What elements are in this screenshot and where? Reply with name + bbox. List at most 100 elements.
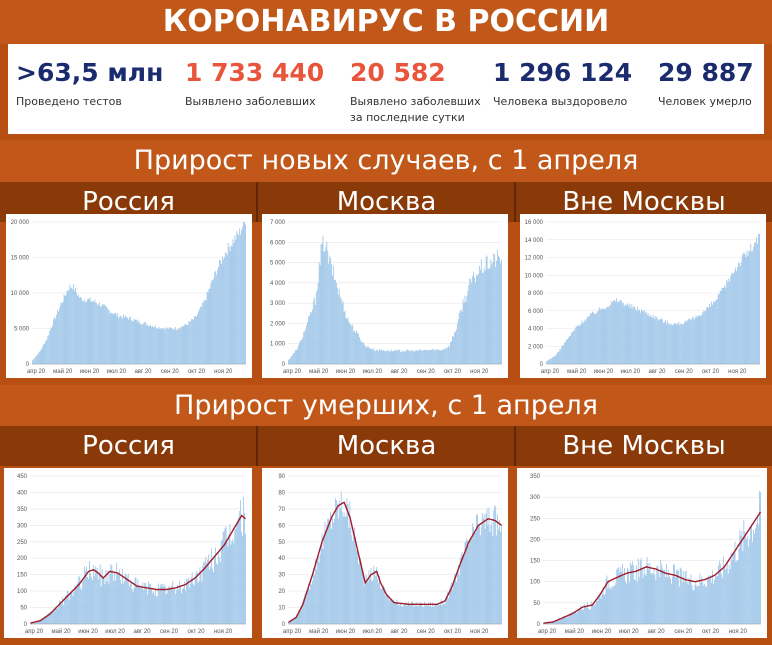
bar <box>746 250 748 364</box>
bar <box>589 315 590 364</box>
bar <box>201 302 203 364</box>
bar <box>328 263 330 364</box>
bar <box>209 288 211 364</box>
bar <box>546 360 548 364</box>
bar <box>212 568 213 624</box>
bar <box>554 355 556 364</box>
bar <box>353 331 355 364</box>
bar <box>51 613 53 624</box>
bar <box>580 605 581 624</box>
bar <box>637 558 639 624</box>
bar <box>451 340 452 364</box>
bar <box>350 527 352 624</box>
bar <box>170 587 172 624</box>
bar <box>71 589 73 624</box>
bar <box>40 349 42 364</box>
bar <box>566 616 568 624</box>
bar <box>664 322 665 364</box>
bar <box>377 350 379 364</box>
bar <box>342 516 344 624</box>
x-tick-label: авг 20 <box>648 629 666 635</box>
bar <box>658 320 660 364</box>
x-tick-label: май 20 <box>309 368 329 375</box>
bar <box>416 601 418 624</box>
bar <box>700 582 702 624</box>
bar <box>492 262 494 364</box>
bar <box>37 353 39 364</box>
bar <box>183 587 184 624</box>
bar <box>668 323 670 364</box>
bar <box>239 228 241 364</box>
bar <box>727 281 729 364</box>
bar <box>130 581 132 624</box>
bar <box>155 596 157 624</box>
bar <box>564 615 566 624</box>
bar <box>435 349 437 364</box>
bar <box>351 535 353 624</box>
bar <box>167 327 169 364</box>
bar <box>758 233 759 364</box>
bar <box>77 581 79 624</box>
bar <box>428 602 429 624</box>
bar <box>617 302 618 364</box>
bar <box>718 560 720 624</box>
y-tick-label: 80 <box>278 490 285 496</box>
x-tick-label: апр 20 <box>538 629 557 635</box>
bar <box>197 582 199 624</box>
bar <box>79 576 81 624</box>
bar <box>368 570 370 624</box>
bar <box>601 593 603 624</box>
bar <box>575 611 577 624</box>
x-tick-label: апр 20 <box>283 629 302 635</box>
bar <box>229 250 231 364</box>
bar <box>45 340 47 364</box>
bar <box>405 351 406 364</box>
bar <box>211 280 213 364</box>
bar <box>59 305 61 364</box>
bar <box>347 317 349 364</box>
bar <box>696 317 698 364</box>
bar <box>757 243 758 364</box>
bar <box>675 323 677 364</box>
bar <box>717 575 718 624</box>
bar <box>416 350 418 364</box>
bar <box>613 300 614 364</box>
bar <box>181 593 182 624</box>
bar <box>619 299 621 364</box>
bar <box>624 567 625 624</box>
bar <box>485 513 487 624</box>
bar <box>472 275 474 364</box>
bar <box>151 588 152 624</box>
bar <box>444 604 446 624</box>
bar <box>635 565 637 624</box>
bar <box>217 552 219 624</box>
bar <box>84 302 86 364</box>
bar <box>501 259 502 364</box>
bar <box>34 357 36 364</box>
bar <box>391 599 393 624</box>
bar <box>168 585 170 624</box>
y-tick-label: 10 <box>278 606 285 612</box>
bar <box>91 301 93 364</box>
bar <box>46 615 48 624</box>
bar <box>288 621 290 624</box>
bar <box>497 250 499 364</box>
bar <box>175 329 177 364</box>
bar <box>496 535 498 624</box>
bar <box>208 554 210 624</box>
bar <box>198 581 200 624</box>
bar <box>171 585 173 624</box>
bar <box>206 291 208 364</box>
bar <box>51 327 53 364</box>
bar <box>417 350 419 364</box>
bar <box>365 347 367 364</box>
bar <box>235 239 237 364</box>
bar <box>706 587 708 624</box>
bar <box>430 350 432 364</box>
bar <box>394 350 396 364</box>
bar <box>390 349 392 364</box>
bar <box>380 587 381 624</box>
x-tick-label: окт 20 <box>188 369 206 375</box>
bar <box>608 307 610 364</box>
bar <box>140 324 142 364</box>
